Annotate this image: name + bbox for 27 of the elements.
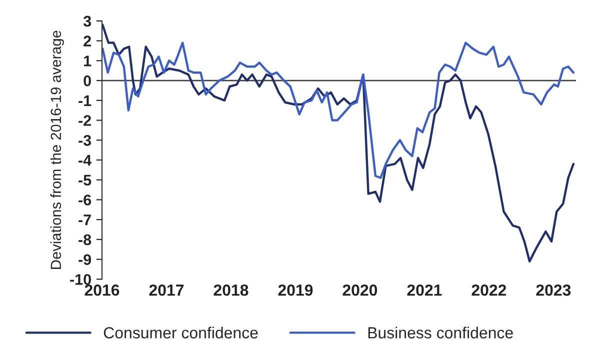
- y-tick-label: -5: [78, 174, 92, 186]
- y-tick-label: 3: [83, 16, 92, 27]
- y-tick-label: -6: [78, 194, 92, 206]
- x-tick-label: 2018: [214, 284, 248, 296]
- y-tick-label: -1: [78, 95, 92, 106]
- x-tick-label: 2019: [278, 284, 313, 296]
- x-tick-label: 2016: [84, 284, 120, 296]
- y-tick-label: 1: [84, 56, 92, 66]
- y-tick-label: 0: [84, 75, 91, 86]
- line-series: [102, 24, 575, 262]
- x-tick-label: 2020: [342, 284, 378, 296]
- line-series: [102, 42, 575, 179]
- x-tick-label: 2023: [536, 284, 571, 296]
- y-tick-label: -4: [78, 155, 92, 166]
- y-tick-label: 2: [84, 36, 91, 46]
- y-tick-label: -9: [78, 254, 92, 266]
- x-tick-label: 2017: [149, 284, 184, 296]
- y-tick-label: -8: [78, 234, 92, 246]
- y-axis-title: Deviations from the 2016-19 average: [50, 30, 64, 269]
- y-tick-label: -7: [78, 214, 91, 226]
- legend-label: Consumer confidence: [104, 326, 258, 338]
- y-tick-label: -10: [70, 274, 91, 285]
- legend-label: Business confidence: [368, 326, 513, 338]
- x-tick-label: 2021: [407, 284, 442, 296]
- y-tick-label: -2: [78, 115, 91, 126]
- x-tick-label: 2022: [472, 284, 506, 296]
- y-tick-label: -3: [78, 135, 92, 146]
